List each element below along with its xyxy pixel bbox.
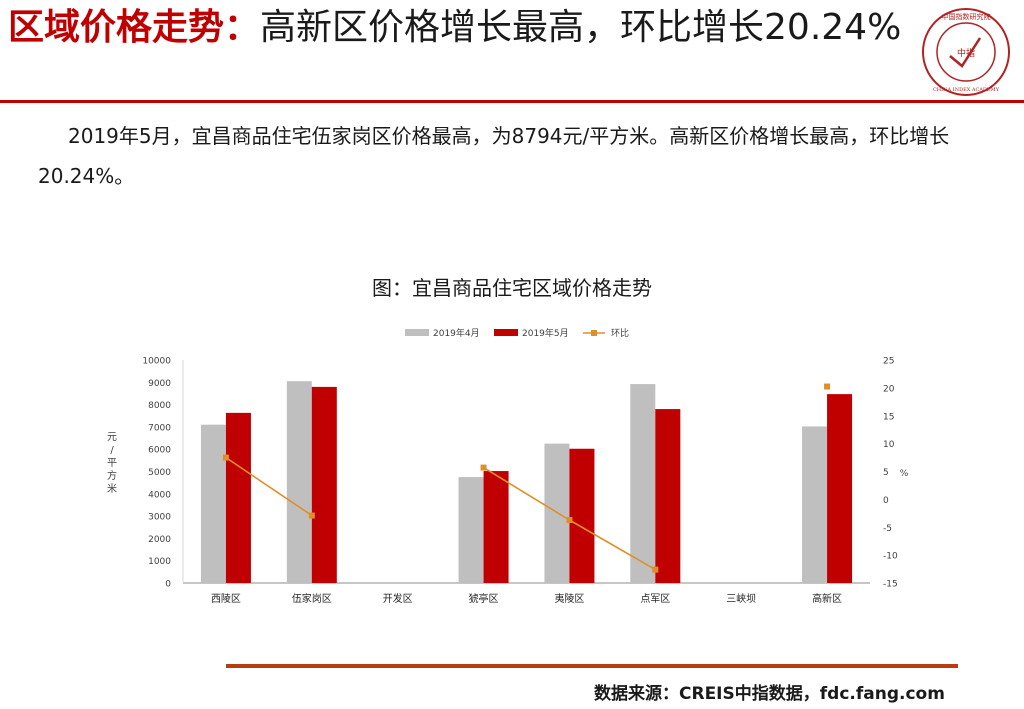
x-tick-label: 点军区 [640, 593, 670, 605]
x-tick-label: 西陵区 [211, 593, 241, 605]
bar-may [225, 412, 251, 583]
y-tick-label: 3000 [148, 513, 171, 523]
y2-tick-label: -10 [883, 552, 898, 562]
logo-inner-ring [936, 22, 996, 82]
y-tick-label: 4000 [148, 490, 171, 500]
y2-tick-label: 0 [883, 496, 889, 506]
mom-change-point [652, 566, 659, 573]
x-tick-label: 三峡坝 [726, 592, 756, 605]
y2-tick-label: -5 [883, 524, 892, 534]
legend-swatch [405, 329, 429, 336]
legend-label: 环比 [611, 327, 629, 339]
bar-may [655, 409, 681, 583]
china-index-academy-logo: 中指 中国指数研究院 CHINA INDEX ACADEMY [922, 8, 1010, 96]
bar-may [569, 448, 595, 583]
logo-center-text: 中指 [957, 47, 975, 59]
x-tick-label: 伍家岗区 [292, 592, 332, 605]
page-title-highlight: 区域价格走势： [8, 7, 261, 48]
y2-tick-label: 5 [883, 468, 889, 478]
y-tick-label: 10000 [142, 357, 171, 367]
y2-tick-label: 25 [883, 357, 894, 367]
y2-tick-label: 10 [883, 440, 895, 450]
x-tick-label: 高新区 [812, 592, 842, 605]
chart-title: 图：宜昌商品住宅区域价格走势 [372, 276, 652, 300]
mom-change-point [824, 383, 831, 390]
mom-change-point [222, 454, 229, 461]
y2-tick-label: -15 [883, 580, 898, 590]
y-tick-label: 8000 [148, 401, 171, 411]
bar-may [827, 394, 853, 583]
legend-label: 2019年4月 [433, 327, 480, 339]
y-tick-label: 9000 [148, 379, 171, 389]
y2-tick-label: 20 [883, 384, 895, 394]
logo-ring-text: 中国指数研究院 [942, 12, 991, 21]
page-title-rest: 高新区价格增长最高，环比增长20.24% [260, 7, 902, 48]
bar-april [802, 426, 828, 583]
bar-may [483, 471, 509, 583]
y-axis-label-char: 平 [107, 458, 117, 469]
page-title: 区域价格走势：高新区价格增长最高，环比增长20.24% [8, 6, 913, 50]
summary-paragraph: 2019年5月，宜昌商品住宅伍家岗区价格最高，为8794元/平方米。高新区价格增… [38, 116, 1008, 196]
y2-axis-label: % [900, 469, 909, 479]
y-tick-label: 5000 [148, 468, 171, 478]
data-source: 数据来源：CREIS中指数据，fdc.fang.com [594, 684, 945, 704]
y-tick-label: 2000 [148, 535, 171, 545]
y-tick-label: 0 [165, 580, 171, 590]
logo-mark [949, 37, 982, 68]
y-tick-label: 6000 [148, 446, 171, 456]
y2-tick-label: 15 [883, 412, 894, 422]
legend-marker [591, 330, 597, 336]
y-axis-label-char: 元 [107, 432, 117, 443]
x-tick-label: 开发区 [383, 592, 413, 605]
x-tick-label: 夷陵区 [554, 592, 584, 605]
bar-april [200, 424, 226, 583]
y-axis-label-char: 米 [107, 482, 117, 495]
legend-label: 2019年5月 [522, 327, 569, 339]
title-divider [0, 100, 1024, 103]
legend-swatch [494, 329, 518, 336]
bar-april [630, 384, 656, 583]
bar-april [544, 443, 570, 583]
logo-ring-text-en: CHINA INDEX ACADEMY [933, 87, 1000, 93]
logo-outer-ring [922, 8, 1010, 96]
y-axis-label-char: / [110, 445, 114, 456]
bar-may [311, 386, 337, 583]
mom-change-point [480, 464, 487, 471]
x-tick-label: 猇亭区 [469, 592, 499, 605]
mom-change-point [308, 512, 315, 519]
bar-april [458, 477, 484, 583]
summary-text: 2019年5月，宜昌商品住宅伍家岗区价格最高，为8794元/平方米。高新区价格增… [38, 124, 950, 188]
mom-change-point [566, 517, 573, 524]
y-axis-label-char: 方 [107, 469, 117, 482]
footer-divider [226, 664, 958, 668]
y-tick-label: 1000 [148, 557, 171, 567]
y-tick-label: 7000 [148, 423, 171, 433]
bar-april [286, 381, 312, 583]
